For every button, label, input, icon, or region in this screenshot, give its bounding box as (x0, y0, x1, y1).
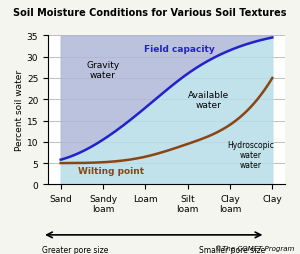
Text: Field capacity: Field capacity (144, 44, 214, 53)
Text: Smaller pore size
More porosity: Smaller pore size More porosity (199, 245, 266, 254)
Text: Greater pore size
Less porosity: Greater pore size Less porosity (42, 245, 109, 254)
Y-axis label: Percent soil water: Percent soil water (15, 70, 24, 151)
Text: Hydroscopic
water
water: Hydroscopic water water (228, 140, 274, 170)
Text: ©The COMET Program: ©The COMET Program (214, 245, 294, 251)
Text: Soil Moisture Conditions for Various Soil Textures: Soil Moisture Conditions for Various Soi… (13, 8, 287, 18)
Text: Available
water: Available water (188, 90, 230, 109)
Text: Wilting point: Wilting point (78, 167, 145, 176)
Text: Gravity
water: Gravity water (86, 60, 120, 80)
